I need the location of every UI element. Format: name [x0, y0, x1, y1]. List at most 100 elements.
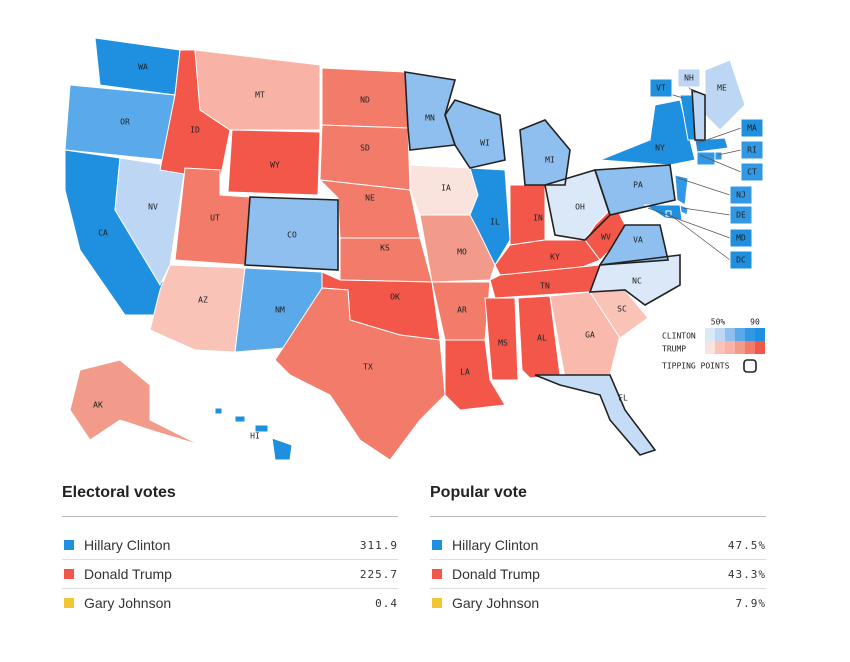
leader-line: [647, 207, 731, 239]
label-box: [729, 228, 753, 248]
label-box: [740, 162, 764, 182]
candidate: Donald Trump: [452, 566, 540, 582]
value: 7.9%: [735, 596, 766, 610]
us-map: WA OR CA NV ID MT WY UT AZ CO NM ND SD NE KS OK TX MN IA MO…: [64, 37, 765, 461]
state-label: MI: [545, 156, 555, 165]
legend: 50% 90 CLINTON TRUMP TIPPING POINTS: [662, 318, 765, 373]
state-label: OR: [120, 118, 130, 127]
state-label: AL: [537, 334, 547, 343]
candidate: Hillary Clinton: [452, 537, 539, 553]
state-label: NC: [632, 277, 642, 286]
swatch: [64, 540, 74, 550]
swatch: [64, 569, 74, 579]
candidate: Gary Johnson: [84, 595, 172, 611]
trump-scale: [705, 341, 765, 354]
leader-line: [699, 154, 742, 173]
state-24: [519, 119, 571, 186]
table-row: Donald Trump 225.7: [62, 560, 398, 589]
label-box: [649, 78, 673, 98]
table-row: Hillary Clinton 311.9: [62, 531, 398, 560]
state-label: CA: [98, 229, 108, 238]
state-16: [274, 287, 446, 461]
swatch: [432, 540, 442, 550]
state-29: [484, 297, 519, 381]
state-37: [599, 99, 696, 166]
candidate: Gary Johnson: [452, 595, 540, 611]
state-label: MO: [457, 248, 467, 257]
legend-tipping: TIPPING POINTS: [662, 362, 730, 371]
state-label: VT: [656, 84, 666, 93]
state-label: KY: [550, 253, 560, 262]
leader-line: [717, 149, 742, 156]
value: 0.4: [375, 596, 398, 610]
state-47: [643, 204, 683, 221]
state-label: NV: [148, 203, 158, 212]
state-label: IL: [490, 218, 500, 227]
state-label: FL: [618, 394, 628, 403]
table-row: Gary Johnson 0.4: [62, 589, 398, 617]
state-5: [194, 49, 321, 131]
state-23: [469, 167, 511, 267]
leader-line: [697, 127, 742, 144]
tipping-outline: [244, 196, 339, 271]
state-label: RI: [747, 146, 757, 155]
state-label: DE: [736, 211, 746, 220]
state-12: [319, 124, 411, 191]
tipping-outline: [691, 88, 706, 141]
candidate: Hillary Clinton: [84, 537, 171, 553]
state-31: [549, 291, 621, 379]
state-44: [696, 151, 716, 166]
swatch: [64, 598, 74, 608]
state-43: [714, 151, 723, 161]
state-49: [69, 359, 201, 446]
tipping-outline: [544, 169, 611, 241]
leader-line: [668, 213, 731, 261]
label-box: [740, 140, 764, 160]
state-label: NE: [365, 194, 375, 203]
state-label: MT: [255, 91, 265, 100]
table-title: Popular vote: [430, 484, 766, 517]
label-box: [677, 68, 701, 88]
state-label: AK: [93, 401, 103, 410]
state-label: VA: [633, 236, 643, 245]
label-box: [729, 250, 753, 270]
state-label: MN: [425, 114, 435, 123]
tipping-outline: [444, 99, 506, 169]
popular-table: Popular vote Hillary Clinton 47.5% Donald T…: [430, 484, 766, 617]
state-label: ND: [360, 96, 370, 105]
state-label: NM: [275, 306, 285, 315]
leader-line: [682, 207, 731, 216]
state-label: HI: [250, 432, 260, 441]
value: 43.3%: [727, 567, 766, 581]
state-label: AR: [457, 306, 467, 315]
state-label: LA: [460, 368, 470, 377]
state-45: [674, 174, 689, 206]
label-box: [729, 205, 753, 225]
state-label: CT: [747, 168, 757, 177]
state-label: ID: [190, 126, 200, 135]
legend-trump: TRUMP: [662, 345, 686, 354]
state-label: PA: [633, 181, 643, 190]
swatch: [432, 598, 442, 608]
electoral-table: Electoral votes Hillary Clinton 311.9 Donal…: [62, 484, 398, 617]
state-38: [534, 374, 656, 456]
state-label: TN: [540, 282, 550, 291]
state-label: MD: [736, 234, 746, 243]
value: 225.7: [359, 567, 398, 581]
tipping-outline: [593, 164, 676, 216]
state-21: [444, 339, 506, 411]
state-label: UT: [210, 214, 220, 223]
legend-max: 90: [750, 318, 760, 327]
table-title: Electoral votes: [62, 484, 398, 517]
state-label: MS: [498, 339, 508, 348]
legend-clinton: CLINTON: [662, 332, 696, 341]
state-label: KS: [380, 244, 390, 253]
label-box: [740, 118, 764, 138]
state-label: IN: [533, 214, 543, 223]
state-label: WA: [138, 63, 148, 72]
state-label: NJ: [736, 191, 746, 200]
state-6: [227, 129, 321, 196]
clinton-scale: [705, 328, 765, 341]
state-label: OH: [575, 203, 585, 212]
